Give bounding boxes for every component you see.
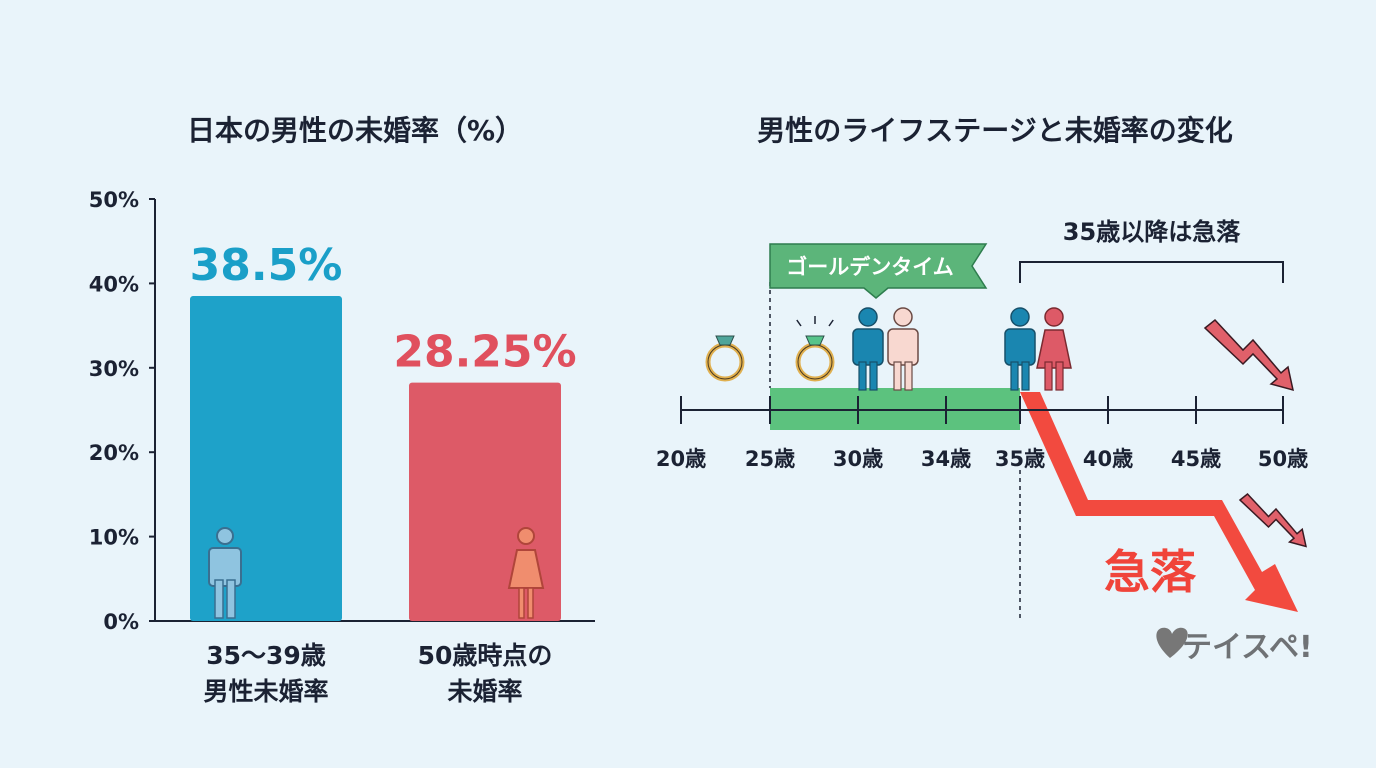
timeline: 急落 20歳 25歳 30歳 34歳 35歳 40歳 45歳 50歳 ゴールデンタイム 35歳以降は… bbox=[656, 218, 1308, 620]
female-person-icon bbox=[507, 527, 545, 619]
y-tick-label: 0% bbox=[103, 610, 139, 634]
golden-time-flag bbox=[769, 243, 988, 299]
timeline-tick-label: 45歳 bbox=[1171, 447, 1221, 471]
logo: テイスペ! bbox=[1156, 627, 1313, 665]
couple-icon bbox=[1004, 307, 1072, 391]
bracket bbox=[1019, 261, 1284, 283]
y-tick-label: 40% bbox=[89, 272, 139, 296]
drop-arrow bbox=[1020, 392, 1298, 612]
bar-value-label: 28.25% bbox=[393, 327, 576, 378]
x-category-label: 未婚率 bbox=[447, 677, 522, 706]
bracket-label: 35歳以降は急落 bbox=[1063, 218, 1241, 246]
bar-value-label: 38.5% bbox=[190, 240, 343, 291]
x-category-label: 35〜39歳 bbox=[206, 641, 326, 670]
golden-time-label: ゴールデンタイム bbox=[786, 255, 954, 279]
timeline-tick-label: 20歳 bbox=[656, 447, 706, 471]
y-tick-label: 20% bbox=[89, 441, 139, 465]
y-tick-label: 50% bbox=[89, 188, 139, 212]
y-tick-label: 30% bbox=[89, 357, 139, 381]
y-axis: 0% 10% 20% 30% 40% 50% bbox=[89, 188, 595, 634]
timeline-tick-label: 35歳 bbox=[995, 447, 1045, 471]
timeline-tick-label: 34歳 bbox=[921, 447, 971, 471]
zigzag-down-arrow-icon bbox=[1203, 318, 1294, 392]
zigzag-down-arrow-icon bbox=[1238, 492, 1307, 548]
timeline-title: 男性のライフステージと未婚率の変化 bbox=[757, 114, 1232, 147]
timeline-tick-label: 25歳 bbox=[745, 447, 795, 471]
y-tick-label: 10% bbox=[89, 526, 139, 550]
x-category-label: 男性未婚率 bbox=[203, 677, 328, 706]
timeline-tick-label: 30歳 bbox=[833, 447, 883, 471]
bar-chart-title: 日本の男性の未婚率（%） bbox=[187, 114, 523, 147]
male-person-icon bbox=[208, 527, 242, 619]
timeline-tick-label: 50歳 bbox=[1258, 447, 1308, 471]
couple-holding-hands-icon bbox=[852, 307, 919, 391]
logo-text: テイスペ! bbox=[1182, 630, 1313, 665]
drop-label: 急落 bbox=[1104, 545, 1197, 599]
x-category-label: 50歳時点の bbox=[418, 641, 553, 670]
diamond-ring-icon bbox=[795, 316, 835, 382]
ring-icon bbox=[705, 335, 745, 382]
timeline-tick-label: 40歳 bbox=[1083, 447, 1133, 471]
